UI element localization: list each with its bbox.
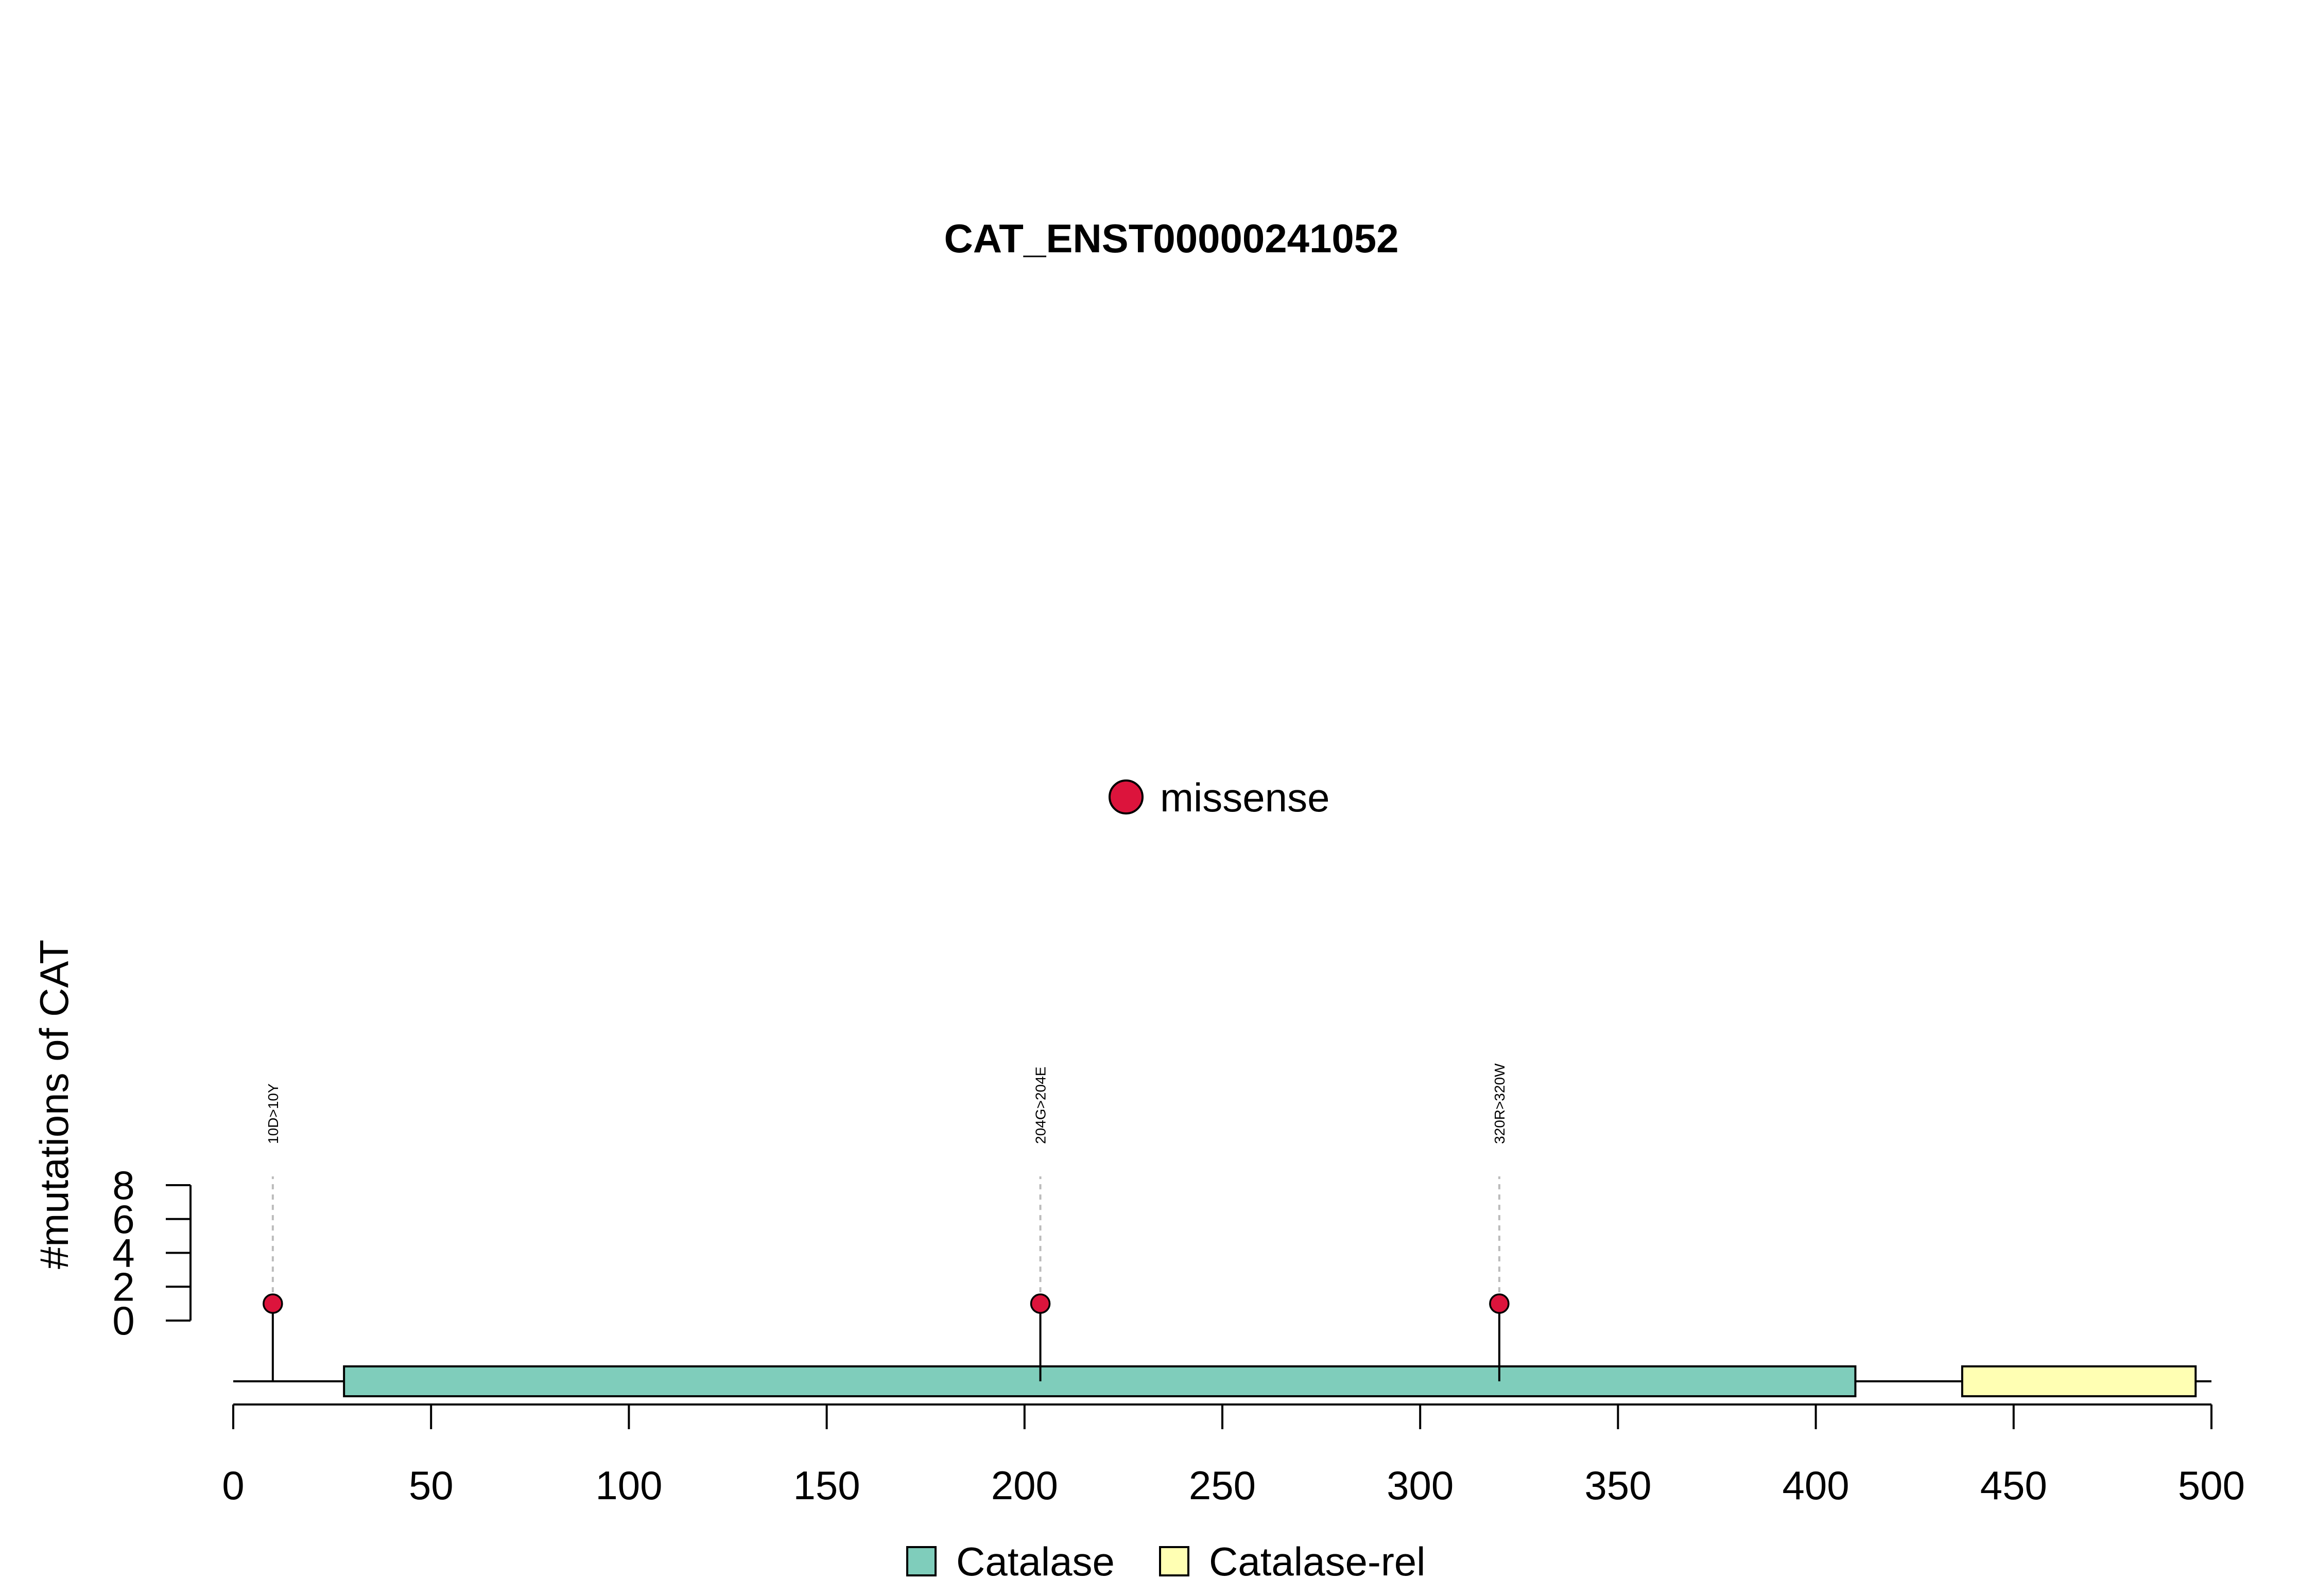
protein-track xyxy=(233,1365,2211,1397)
y-tick-label: 2 xyxy=(112,1264,134,1309)
x-tick-label: 300 xyxy=(1387,1463,1454,1508)
mutation-lollipops: 10D>10Y 204G>204E 320R>320W xyxy=(263,1063,1510,1381)
x-tick-label: 250 xyxy=(1189,1463,1256,1508)
x-axis: 0 50 100 150 200 250 300 350 400 450 500 xyxy=(222,1403,2245,1508)
y-tick-label: 0 xyxy=(112,1298,134,1343)
mutation-legend: missense xyxy=(1109,775,1329,820)
x-tick-label: 150 xyxy=(793,1463,860,1508)
mutation-label: 204G>204E xyxy=(1033,1067,1049,1144)
domain-legend-swatch xyxy=(906,1546,937,1576)
domain-legend-label: Catalase xyxy=(956,1539,1115,1584)
x-tick-label: 350 xyxy=(1584,1463,1651,1508)
x-tick-label: 500 xyxy=(2178,1463,2245,1508)
domain-legend: Catalase Catalase-rel xyxy=(906,1539,1426,1584)
y-axis-label: #mutations of CAT xyxy=(31,940,77,1269)
domain-legend-label: Catalase-rel xyxy=(1209,1539,1426,1584)
mutation-point xyxy=(1489,1293,1510,1314)
y-tick-label: 6 xyxy=(112,1196,134,1242)
mutation-label: 320R>320W xyxy=(1492,1063,1508,1144)
domain-legend-swatch xyxy=(1159,1546,1189,1576)
domain-box xyxy=(343,1365,1857,1397)
domain-box xyxy=(1961,1365,2197,1397)
mutation-point xyxy=(263,1293,283,1314)
x-tick-label: 0 xyxy=(222,1463,244,1508)
legend-missense-marker xyxy=(1109,779,1144,814)
legend-missense-label: missense xyxy=(1160,775,1329,820)
y-tick-label: 8 xyxy=(112,1163,134,1208)
x-tick-label: 100 xyxy=(595,1463,662,1508)
x-tick-label: 400 xyxy=(1783,1463,1849,1508)
x-tick-label: 50 xyxy=(409,1463,454,1508)
y-tick-label: 4 xyxy=(112,1230,134,1276)
x-tick-label: 200 xyxy=(991,1463,1058,1508)
mutation-point xyxy=(1030,1293,1051,1314)
mutation-label: 10D>10Y xyxy=(265,1083,281,1144)
x-tick-label: 450 xyxy=(1980,1463,2047,1508)
chart-title: CAT_ENST00000241052 xyxy=(944,216,1398,261)
